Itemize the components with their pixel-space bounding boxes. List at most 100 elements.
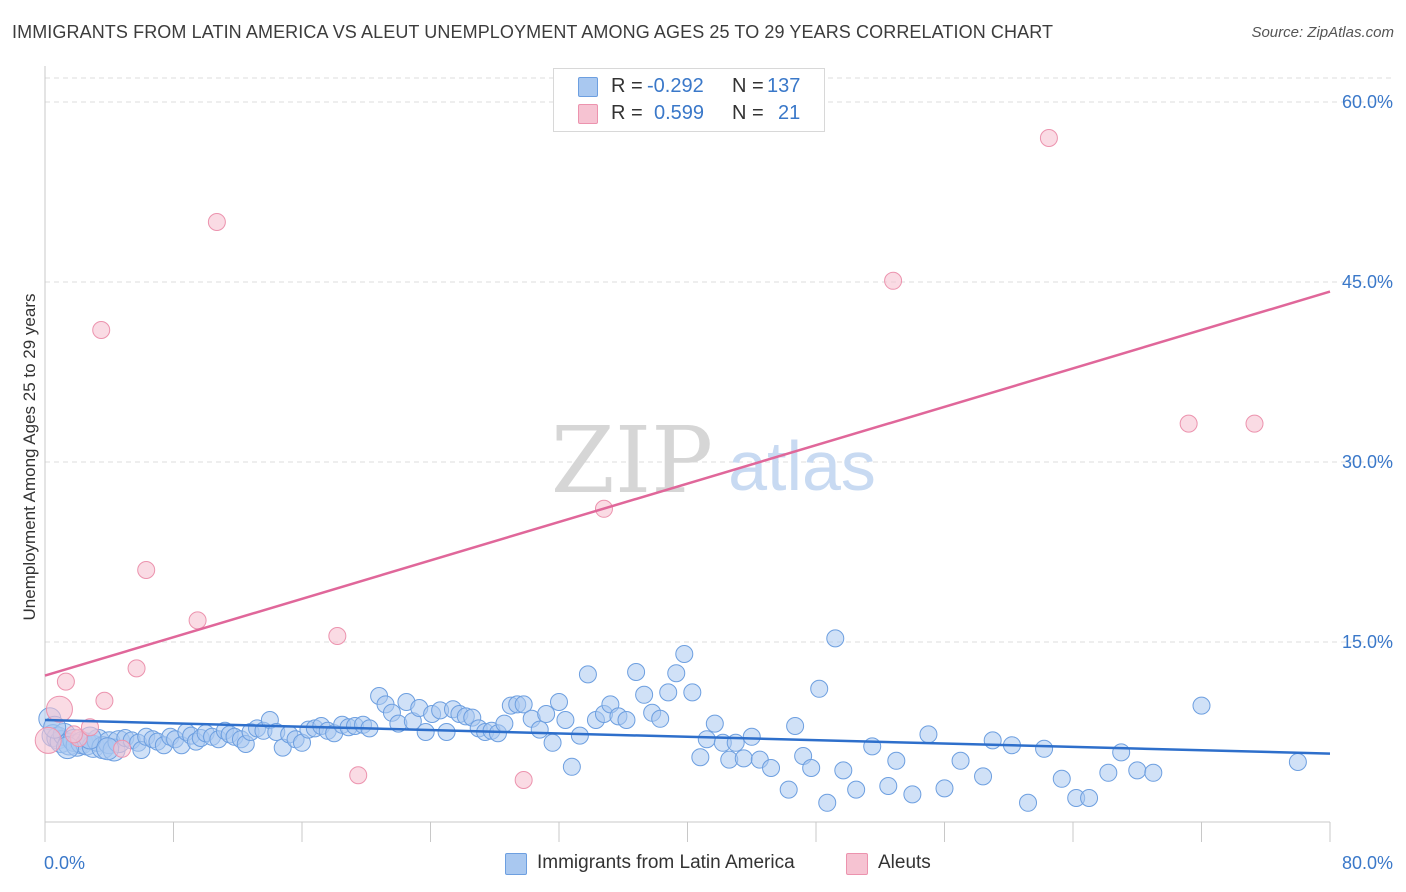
data-point-immigrants [416, 723, 435, 741]
data-point-immigrants [550, 693, 568, 711]
data-point-immigrants [1080, 789, 1099, 807]
data-point-immigrants [826, 629, 845, 648]
data-point-aleuts [64, 725, 83, 744]
data-point-immigrants [983, 731, 1002, 750]
y-tick-label: 45.0% [1342, 272, 1393, 292]
legend-r-value: 0.599 [654, 102, 705, 124]
data-point-immigrants [495, 714, 514, 733]
chart-title: IMMIGRANTS FROM LATIN AMERICA VS ALEUT U… [12, 22, 1054, 42]
watermark-zip: ZIP [551, 407, 713, 514]
series-immigrants-points [38, 629, 1307, 812]
x-tick-label-min: 0.0% [44, 853, 85, 873]
data-point-immigrants [1288, 753, 1307, 771]
data-point-immigrants [537, 705, 556, 723]
bottom-legend-swatch-pink [846, 853, 868, 875]
data-point-immigrants [762, 759, 781, 777]
data-point-immigrants [935, 779, 954, 798]
data-point-immigrants [683, 683, 702, 702]
data-point-immigrants [879, 777, 898, 795]
bottom-legend-label: Aleuts [878, 852, 931, 873]
data-point-immigrants [834, 761, 853, 780]
data-point-aleuts [884, 271, 903, 290]
legend-r-value: -0.292 [647, 75, 704, 97]
data-point-immigrants [847, 780, 866, 799]
source-label: Source: ZipAtlas.com [1251, 24, 1394, 41]
data-point-immigrants [734, 749, 753, 768]
data-point-aleuts [80, 718, 99, 737]
data-point-immigrants [617, 711, 636, 729]
data-point-aleuts [1179, 414, 1198, 433]
data-point-immigrants [919, 725, 938, 744]
legend-swatch-blue [578, 77, 598, 97]
trend-line-aleuts [44, 290, 1331, 677]
legend-n-label: N = [732, 75, 764, 97]
data-point-immigrants [951, 751, 970, 770]
data-point-aleuts [207, 213, 226, 231]
axes [44, 66, 1331, 842]
data-point-aleuts [92, 321, 111, 339]
data-point-immigrants [1019, 793, 1038, 812]
watermark: ZIP atlas [551, 407, 876, 514]
x-tick-label-max: 80.0% [1342, 853, 1393, 873]
data-point-immigrants [818, 793, 837, 812]
data-point-immigrants [697, 730, 716, 749]
data-point-immigrants [627, 663, 646, 681]
data-point-immigrants [1112, 743, 1131, 762]
y-tick-label: 30.0% [1342, 452, 1393, 472]
data-point-immigrants [1035, 739, 1054, 758]
data-point-aleuts [127, 659, 146, 678]
trend-line-immigrants [44, 718, 1331, 755]
data-point-immigrants [779, 780, 798, 799]
data-point-immigrants [1192, 696, 1211, 715]
legend-r-label: R = [611, 75, 643, 97]
data-point-immigrants [786, 717, 805, 735]
data-point-immigrants [514, 695, 533, 714]
data-point-immigrants [570, 726, 589, 745]
trend-lines [44, 290, 1331, 755]
data-point-immigrants [578, 665, 597, 684]
data-point-aleuts [1245, 414, 1264, 433]
data-point-aleuts [349, 766, 368, 785]
legend-n-label: N = [732, 102, 764, 124]
data-point-aleuts [45, 695, 73, 723]
data-point-immigrants [903, 785, 922, 804]
data-point-immigrants [742, 727, 761, 746]
data-point-immigrants [556, 711, 575, 729]
data-point-aleuts [113, 739, 132, 758]
bottom-legend-label: Immigrants from Latin America [537, 852, 795, 873]
data-point-immigrants [530, 720, 549, 739]
data-point-immigrants [562, 757, 581, 776]
data-point-aleuts [514, 771, 533, 789]
data-point-aleuts [34, 726, 62, 754]
data-point-immigrants [635, 685, 654, 704]
data-point-immigrants [543, 733, 562, 752]
data-point-immigrants [691, 748, 710, 767]
watermark-atlas: atlas [728, 427, 876, 505]
data-point-immigrants [1052, 769, 1071, 788]
data-point-aleuts [56, 672, 75, 691]
data-point-aleuts [95, 691, 114, 710]
data-point-immigrants [802, 759, 821, 777]
data-point-aleuts [137, 561, 156, 579]
legend-swatch-pink [578, 104, 598, 124]
legend-n-value: 21 [778, 102, 801, 124]
data-point-immigrants [437, 723, 456, 741]
data-point-immigrants [887, 751, 906, 770]
data-point-immigrants [1144, 763, 1163, 782]
data-point-immigrants [675, 645, 694, 663]
correlation-legend: R = -0.292 N = 137 R = 0.599 N = 21 [553, 68, 825, 132]
data-point-immigrants [1099, 763, 1118, 782]
y-tick-label: 60.0% [1342, 92, 1393, 112]
data-point-immigrants [810, 679, 829, 698]
legend-r-label: R = [611, 102, 643, 124]
gridlines [45, 77, 1392, 643]
data-point-immigrants [667, 664, 686, 683]
tick-labels: 15.0% 30.0% 45.0% 60.0% 0.0% 80.0% [44, 92, 1393, 873]
data-point-aleuts [328, 627, 347, 645]
bottom-legend-swatch-blue [505, 853, 527, 875]
data-point-immigrants [659, 683, 678, 702]
data-point-immigrants [705, 714, 724, 733]
data-point-aleuts [1039, 129, 1058, 147]
y-tick-label: 15.0% [1342, 632, 1393, 652]
